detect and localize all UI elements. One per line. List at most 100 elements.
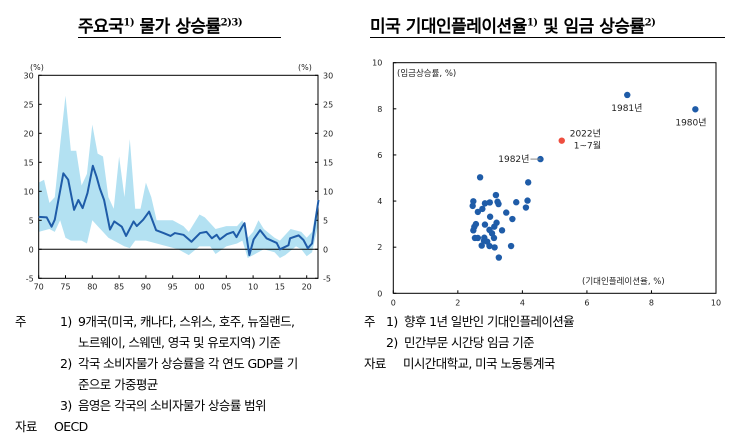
x-tick-label: 10 [248,282,258,291]
footnote-line: 자료 미시간대학교, 미국 노동통계국 [364,353,555,374]
y-tick-label: 10 [372,59,382,68]
footnote-line: 자료 OECD [15,416,88,437]
x-tick-label: 15 [275,282,285,291]
y-tick-label-left: 25 [24,100,34,109]
y-tick-label: 2 [377,243,382,252]
scatter-point [474,234,482,242]
highlight-point [558,137,565,144]
scatter-point [498,227,506,234]
scatter-point [507,242,515,250]
y-tick-label-right: 10 [323,187,333,196]
footnote-line: 3) 음영은 각국의 소비자물가 상승률 범위 [15,395,267,416]
y-tick-label-left: 20 [24,129,34,138]
scatter-point [491,223,498,230]
x-tick-label: 05 [221,282,231,291]
scatter-point [509,215,516,223]
footnote-line: 주 1) 향후 1년 일반인 기대인플레이션율 [364,311,575,332]
footnote-line: 노르웨이, 스웨덴, 영국 및 유로지역) 기준 [15,332,281,353]
x-tick-label: 4 [520,298,525,307]
scatter-point [524,179,532,186]
y-tick-label-right: 20 [323,129,333,138]
footnote-line: 2) 각국 소비자물가 상승률을 각 연도 GDP를 기 [15,353,298,374]
scatter-point [495,200,502,208]
x-tick-label: 80 [87,282,97,291]
point-label: 2022년 [570,129,601,140]
footnote-num: 2) [386,335,398,350]
x-tick-label: 8 [649,298,654,307]
footnote-text: 준으로 가중평균 [78,377,158,392]
scatter-point [495,254,503,261]
scatter-point [522,204,530,211]
x-tick-label: 95 [168,282,178,291]
annotated-point [624,91,631,99]
point-label: 1982년 [498,154,529,165]
scatter-point [481,200,489,207]
y-tick-label-left: -5 [26,274,34,283]
footnote-text: 미시간대학교, 미국 노동통계국 [403,356,555,371]
scatter-point [491,244,498,251]
footnote-prefix: 자료 [15,419,37,434]
x-tick-label: 70 [34,282,44,291]
y-tick-label-right: 5 [323,216,328,225]
x-tick-label: 10 [711,298,721,307]
footnote-line: 준으로 가중평균 [15,374,158,395]
annotated-point [692,106,699,113]
point-label: 1~7월 [574,140,601,152]
scatter-point [503,209,510,216]
right-title-rule [370,37,725,38]
left-unit-label: (%) [30,63,44,72]
scatter-point [478,242,485,249]
point-label: 1980년 [675,117,706,128]
footnote-prefix: 자료 [364,356,386,371]
y-tick-label: 4 [377,197,382,206]
scatter-point [490,234,498,242]
footnote-text: 9개국(미국, 캐나다, 스위스, 호주, 뉴질랜드, [78,314,295,329]
x-tick-label: 2 [455,298,460,307]
y-tick-label: 0 [377,289,382,298]
footnote-text: 향후 1년 일반인 기대인플레이션율 [404,314,575,329]
left-title-rule [78,37,281,38]
y-tick-label-left: 15 [24,158,34,167]
y-tick-label-left: 0 [29,245,34,254]
inflation-line [38,164,320,257]
footnote-text: 각국 소비자물가 상승률을 각 연도 GDP를 기 [78,356,298,371]
footnote-text: 민간부문 시간당 임금 기준 [404,335,535,350]
scatter-y-label: (임금상승률, %) [397,68,456,79]
footnote-text: 노르웨이, 스웨덴, 영국 및 유로지역) 기준 [78,335,281,350]
footnote-num: 2) [60,356,72,371]
scatter-x-label: (기대인플레이션율, %) [582,276,665,287]
scatter-point [470,227,477,234]
footnote-prefix: 주 [15,314,27,329]
scatter-point [481,221,489,228]
scatter-point [492,191,500,199]
footnote-num: 1) [60,314,72,329]
y-tick-label-left: 5 [29,216,34,225]
footnote-num: 3) [60,398,72,413]
y-tick-label-left: 10 [24,187,34,196]
footnote-line: 2) 민간부문 시간당 임금 기준 [364,332,535,353]
scatter-point [486,242,493,250]
scatter-point [479,205,486,213]
scatter-point [486,213,494,220]
y-tick-label-left: 30 [24,71,34,80]
plot-frame [38,74,319,279]
scatter-point [476,174,484,181]
plot-frame [392,62,717,294]
right-chart-title: 미국 기대인플레이션율1) 및 임금 상승률2) [370,17,656,37]
y-tick-label-right: 0 [323,245,328,254]
left-chart-title: 주요국1) 물가 상승률2)3) [78,17,243,37]
scatter-point [486,199,493,206]
x-tick-label: 75 [60,282,70,291]
y-tick-label: 6 [377,151,382,160]
footnote-text: OECD [54,419,88,434]
footnote-line: 주 1) 9개국(미국, 캐나다, 스위스, 호주, 뉴질랜드, [15,311,295,332]
y-tick-label-right: 25 [323,100,333,109]
y-tick-label-right: 15 [323,158,333,167]
footnote-text: 음영은 각국의 소비자물가 상승률 범위 [78,398,267,413]
x-tick-label: 85 [114,282,124,291]
scatter-point [524,197,531,204]
